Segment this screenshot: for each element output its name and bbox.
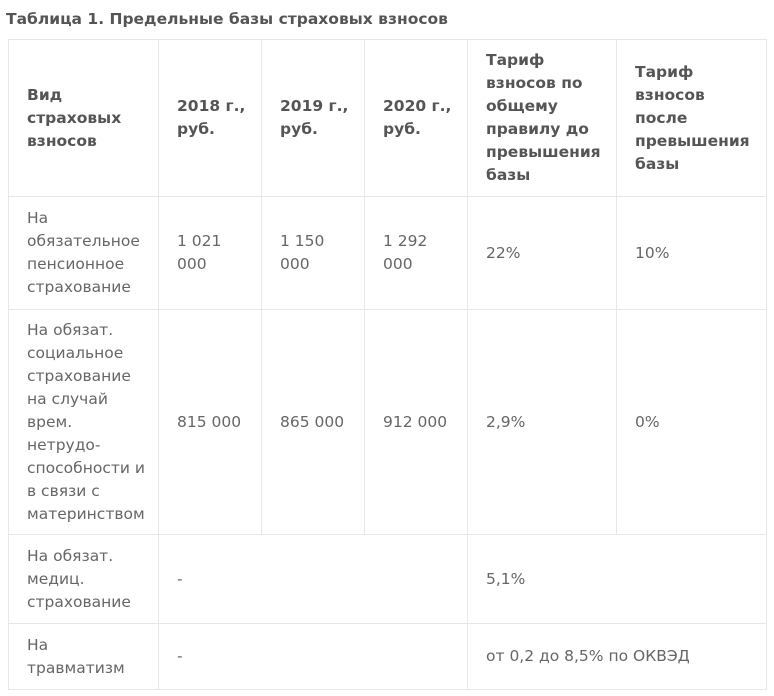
cell-base-2018: 1 021 000	[158, 196, 262, 310]
table-header-row: Вид страховых взносов 2018 г., руб. 2019…	[8, 39, 767, 197]
cell-base-2019: 1 150 000	[261, 196, 365, 310]
cell-rate-before: 2,9%	[467, 309, 617, 535]
table-row: На обязательное пенсионное страхование 1…	[8, 196, 767, 310]
cell-base-limit: -	[158, 534, 468, 624]
cell-rate: 5,1%	[467, 534, 767, 624]
header-rate-before-limit: Тариф взносов по общему правилу до превы…	[467, 39, 617, 197]
cell-contribution-type: На обязательное пенсионное страхование	[8, 196, 159, 310]
header-contribution-type: Вид страховых взносов	[8, 39, 159, 197]
header-year-2020: 2020 г., руб.	[364, 39, 468, 197]
cell-base-2020: 912 000	[364, 309, 468, 535]
cell-base-limit: -	[158, 623, 468, 690]
header-year-2018: 2018 г., руб.	[158, 39, 262, 197]
cell-base-2020: 1 292 000	[364, 196, 468, 310]
cell-contribution-type: На обязат. медиц. страхование	[8, 534, 159, 624]
cell-rate-after: 0%	[616, 309, 767, 535]
cell-base-2018: 815 000	[158, 309, 262, 535]
header-rate-after-limit: Тариф взносов после превышения базы	[616, 39, 767, 197]
table-row: На обязат. медиц. страхование - 5,1%	[8, 534, 767, 624]
cell-contribution-type: На обязат. социальное страхование на слу…	[8, 309, 159, 535]
cell-base-2019: 865 000	[261, 309, 365, 535]
cell-rate: от 0,2 до 8,5% по ОКВЭД	[467, 623, 767, 690]
table-row: На травматизм - от 0,2 до 8,5% по ОКВЭД	[8, 623, 767, 690]
cell-rate-after: 10%	[616, 196, 767, 310]
cell-rate-before: 22%	[467, 196, 617, 310]
cell-contribution-type: На травматизм	[8, 623, 159, 690]
header-year-2019: 2019 г., руб.	[261, 39, 365, 197]
table-caption: Таблица 1. Предельные базы страховых взн…	[6, 10, 448, 28]
contribution-bases-table: Вид страховых взносов 2018 г., руб. 2019…	[8, 39, 767, 690]
table-row: На обязат. социальное страхование на слу…	[8, 309, 767, 535]
